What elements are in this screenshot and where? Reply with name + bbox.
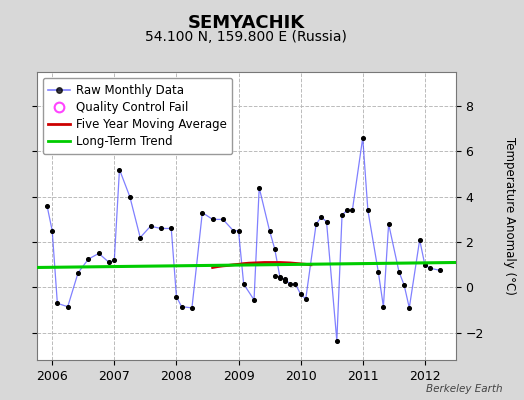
Point	[421, 262, 429, 268]
Point	[302, 296, 310, 302]
Point	[209, 216, 217, 223]
Point	[270, 246, 279, 252]
Point	[53, 300, 61, 306]
Point	[281, 276, 289, 283]
Point	[74, 270, 82, 276]
Point	[400, 282, 408, 288]
Point	[167, 225, 176, 232]
Point	[395, 268, 403, 275]
Point	[219, 216, 227, 223]
Point	[379, 304, 388, 310]
Point	[115, 166, 124, 173]
Point	[385, 221, 393, 227]
Point	[426, 265, 434, 271]
Point	[270, 273, 279, 279]
Point	[172, 293, 181, 300]
Point	[126, 194, 134, 200]
Point	[198, 209, 206, 216]
Point	[146, 223, 155, 230]
Point	[105, 259, 113, 266]
Point	[276, 275, 284, 282]
Point	[317, 214, 325, 220]
Point	[110, 257, 118, 264]
Point	[157, 225, 165, 232]
Point	[63, 304, 72, 310]
Point	[239, 281, 248, 287]
Point	[48, 228, 57, 234]
Point	[338, 212, 346, 218]
Point	[178, 304, 186, 310]
Point	[405, 305, 413, 311]
Point	[265, 228, 274, 234]
Point	[297, 291, 305, 298]
Point	[312, 221, 320, 227]
Point	[276, 274, 284, 280]
Point	[348, 207, 356, 214]
Text: Berkeley Earth: Berkeley Earth	[427, 384, 503, 394]
Point	[188, 305, 196, 311]
Point	[229, 228, 237, 234]
Point	[250, 297, 258, 303]
Point	[436, 267, 444, 274]
Legend: Raw Monthly Data, Quality Control Fail, Five Year Moving Average, Long-Term Tren: Raw Monthly Data, Quality Control Fail, …	[42, 78, 233, 154]
Point	[286, 281, 294, 287]
Point	[374, 268, 383, 275]
Point	[43, 202, 51, 209]
Y-axis label: Temperature Anomaly (°C): Temperature Anomaly (°C)	[504, 137, 517, 295]
Point	[364, 207, 372, 214]
Point	[234, 228, 243, 234]
Point	[333, 338, 341, 344]
Point	[136, 234, 145, 241]
Point	[416, 237, 424, 243]
Point	[358, 134, 367, 141]
Point	[322, 218, 331, 225]
Point	[255, 184, 264, 191]
Text: 54.100 N, 159.800 E (Russia): 54.100 N, 159.800 E (Russia)	[145, 30, 347, 44]
Point	[281, 278, 289, 284]
Point	[84, 256, 93, 262]
Point	[95, 250, 103, 257]
Point	[343, 207, 352, 214]
Text: SEMYACHIK: SEMYACHIK	[188, 14, 305, 32]
Point	[291, 281, 300, 287]
